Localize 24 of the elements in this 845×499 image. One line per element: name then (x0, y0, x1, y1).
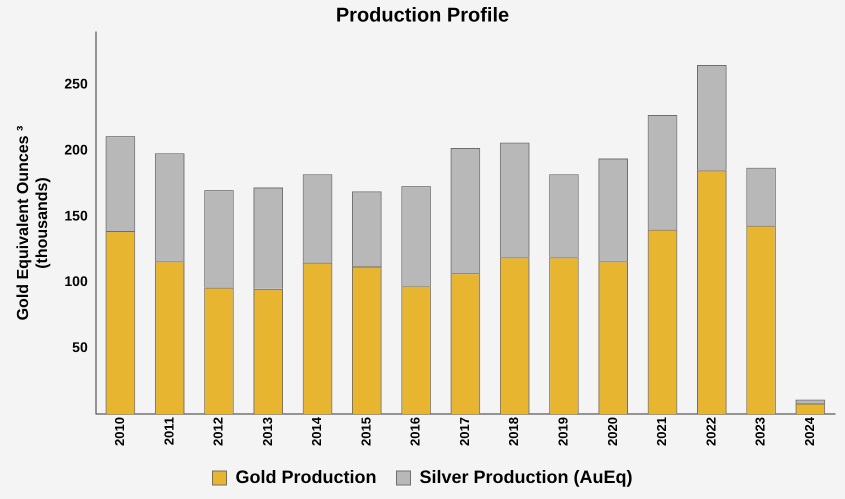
y-tick-label: 200 (64, 141, 88, 158)
y-axis-title: Gold Equivalent Ounces ³ (thousands) (15, 126, 52, 320)
x-tick-label: 2021 (654, 417, 670, 446)
chart-title: Production Profile (336, 4, 510, 27)
legend-label: Gold Production (236, 466, 376, 487)
x-tick-label: 2015 (358, 417, 374, 446)
y-tick-label: 150 (64, 207, 88, 224)
x-tick-label: 2019 (556, 417, 571, 446)
y-tick-label: 250 (64, 76, 88, 92)
x-tick-label: 2024 (802, 416, 817, 446)
x-tick-label: 2012 (210, 417, 226, 446)
x-tick-label: 2020 (604, 417, 620, 446)
x-tick-label: 2014 (309, 416, 324, 446)
x-tick-label: 2013 (260, 417, 275, 446)
x-tick-label: 2018 (506, 417, 522, 446)
x-tick-label: 2022 (703, 417, 718, 446)
legend-label: Silver Production (AuEq) (419, 466, 633, 487)
x-tick-label: 2010 (112, 417, 127, 446)
y-tick-label: 100 (64, 273, 88, 290)
x-tick-label: 2023 (752, 417, 768, 446)
x-tick-label: 2016 (408, 417, 423, 446)
x-tick-label: 2017 (456, 417, 472, 446)
x-tick-label: 2011 (161, 417, 176, 446)
y-tick-label: 50 (72, 339, 88, 356)
